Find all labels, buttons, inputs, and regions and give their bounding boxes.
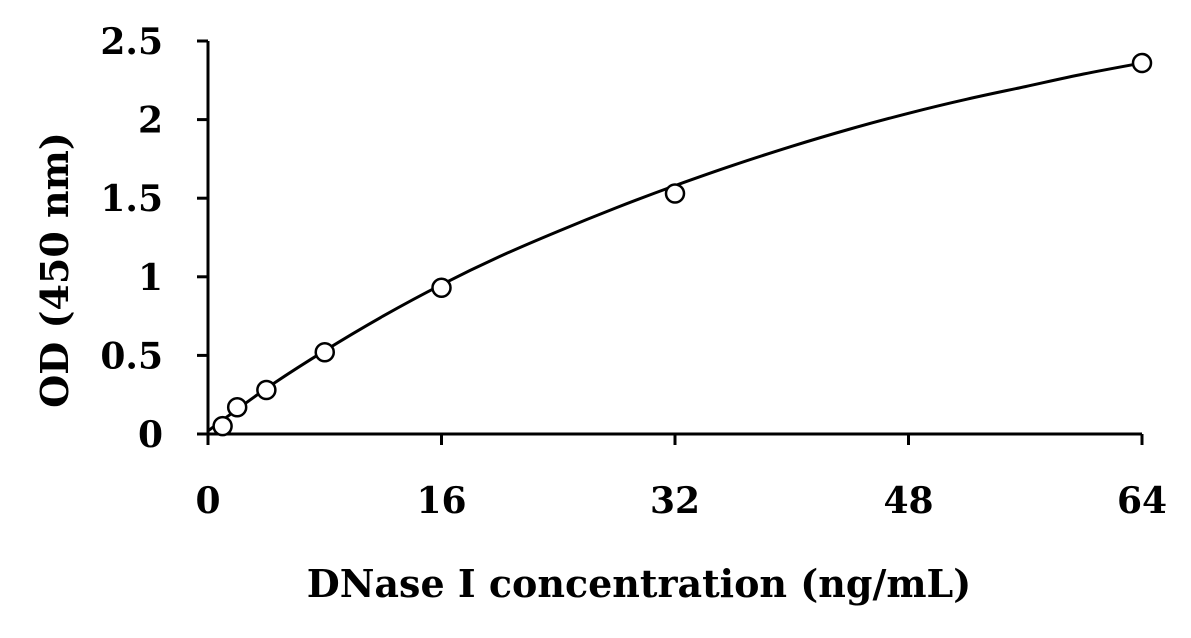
x-axis-title: DNase I concentration (ng/mL) bbox=[307, 561, 972, 606]
y-axis-ticks: 0 0.5 1 1.5 2 2.5 bbox=[100, 21, 208, 456]
y-axis-title: OD (450 nm) bbox=[32, 132, 77, 408]
data-point bbox=[1131, 52, 1153, 74]
y-tick-label: 1 bbox=[138, 257, 163, 299]
x-tick-label: 0 bbox=[195, 480, 220, 522]
x-tick-label: 48 bbox=[883, 480, 933, 522]
y-tick-label: 1.5 bbox=[100, 178, 163, 220]
x-axis-ticks: 0 16 32 48 64 bbox=[195, 434, 1167, 522]
data-point bbox=[314, 342, 335, 363]
y-tick-label: 0.5 bbox=[100, 335, 163, 377]
data-point bbox=[664, 183, 686, 204]
data-point bbox=[226, 397, 248, 418]
data-points bbox=[212, 52, 1153, 437]
y-tick-label: 0 bbox=[138, 414, 163, 456]
data-point bbox=[256, 379, 277, 401]
trendline bbox=[207, 61, 1143, 433]
x-tick-label: 16 bbox=[416, 480, 466, 522]
trendline-group bbox=[207, 61, 1143, 433]
data-point bbox=[212, 415, 233, 437]
y-tick-label: 2.5 bbox=[100, 21, 163, 63]
x-tick-label: 32 bbox=[650, 480, 700, 522]
y-tick-label: 2 bbox=[138, 100, 163, 142]
data-point bbox=[431, 277, 452, 299]
x-tick-label: 64 bbox=[1117, 480, 1167, 522]
